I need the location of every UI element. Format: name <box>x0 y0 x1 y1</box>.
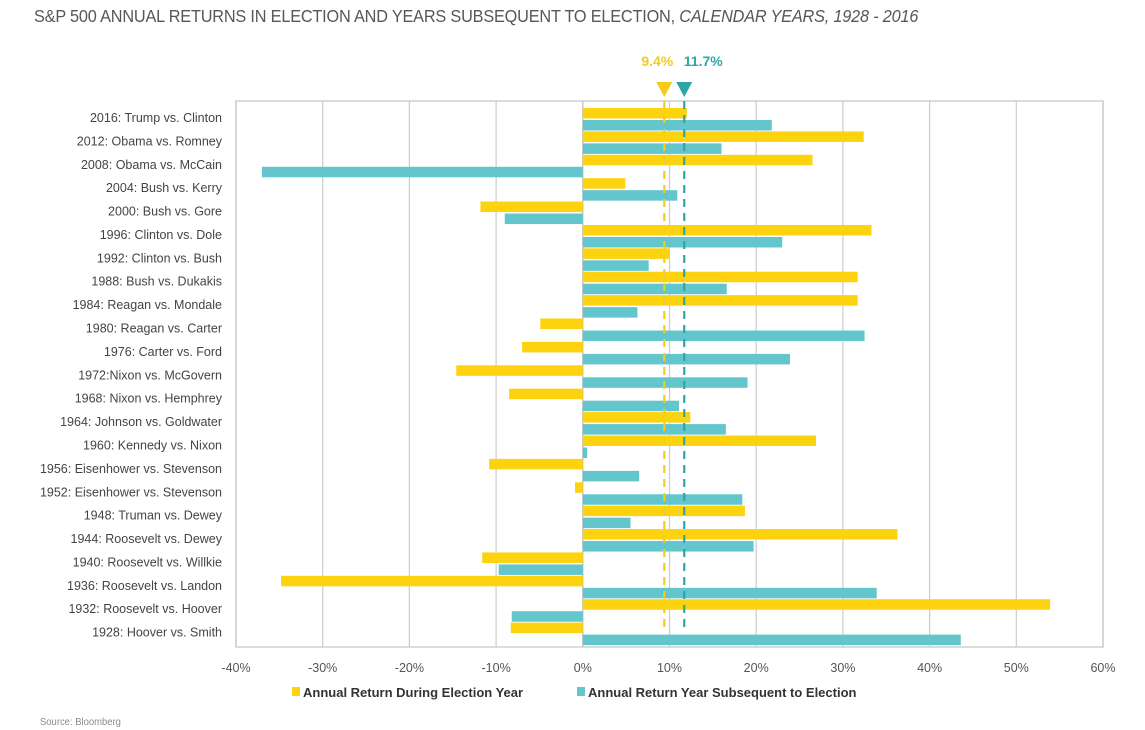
election-year-bar <box>574 482 583 493</box>
category-label: 1940: Roosevelt vs. Willkie <box>73 555 222 569</box>
gridlines <box>235 100 1104 648</box>
subsequent-year-bar <box>582 424 726 435</box>
x-tick-label: 20% <box>744 661 769 675</box>
election-year-bar <box>509 388 583 400</box>
election-year-bar <box>489 458 583 470</box>
subsequent-year-bar <box>582 236 783 248</box>
subsequent-year-bar <box>582 307 638 318</box>
category-label: 1980: Reagan vs. Carter <box>86 322 222 336</box>
x-tick-label: 50% <box>1004 661 1029 675</box>
election-year-bar <box>582 131 864 142</box>
legend: Annual Return During Election Year Annual… <box>292 685 857 700</box>
election-year-bar <box>582 295 858 306</box>
category-label: 1976: Carter vs. Ford <box>104 345 222 359</box>
average-label: 11.7% <box>684 53 723 69</box>
category-label: 1948: Truman vs. Dewey <box>84 509 223 523</box>
x-tick-label: -30% <box>308 661 337 675</box>
category-label: 2008: Obama vs. McCain <box>81 158 222 172</box>
x-tick-label: -10% <box>482 661 511 675</box>
legend-swatch <box>292 687 300 696</box>
subsequent-year-bar <box>582 447 588 458</box>
election-year-bar <box>582 435 817 446</box>
x-tick-label: 0% <box>574 661 592 675</box>
legend-label: Annual Return During Election Year <box>303 685 523 700</box>
subsequent-year-bar <box>582 260 649 271</box>
category-label: 1968: Nixon vs. Hemphrey <box>75 392 223 406</box>
category-label: 1944: Roosevelt vs. Dewey <box>71 532 223 546</box>
election-year-bar <box>582 224 872 236</box>
election-year-bar <box>281 575 583 587</box>
legend-label: Annual Return Year Subsequent to Electio… <box>588 685 857 700</box>
subsequent-year-bar <box>504 213 583 225</box>
election-year-bar <box>582 271 858 283</box>
category-label: 1932: Roosevelt vs. Hoover <box>68 602 222 616</box>
bars <box>262 108 1051 646</box>
subsequent-year-bar <box>582 143 722 154</box>
chart-title-italic: CALENDAR YEARS, 1928 - 2016 <box>679 6 919 26</box>
subsequent-year-bar <box>511 611 583 622</box>
election-year-bar <box>540 318 583 330</box>
election-year-bar <box>582 178 626 189</box>
category-label: 1992: Clinton vs. Bush <box>97 251 222 265</box>
subsequent-year-bar <box>582 517 631 529</box>
subsequent-year-bar <box>582 330 865 342</box>
subsequent-year-bar <box>582 494 743 505</box>
subsequent-year-bar <box>582 470 640 482</box>
category-label: 1996: Clinton vs. Dole <box>100 228 222 242</box>
election-year-bar <box>522 341 583 353</box>
category-label: 2004: Bush vs. Kerry <box>106 181 223 195</box>
x-tick-label: -20% <box>395 661 424 675</box>
subsequent-year-bar <box>582 190 678 201</box>
subsequent-year-bar <box>582 353 791 365</box>
election-year-bar <box>582 412 691 423</box>
election-year-bar <box>582 154 813 166</box>
election-year-bar <box>456 365 583 376</box>
subsequent-year-bar <box>582 634 961 646</box>
category-label: 1960: Kennedy vs. Nixon <box>83 438 222 452</box>
average-label: 9.4% <box>641 53 673 69</box>
x-tick-label: 60% <box>1090 661 1115 675</box>
x-tick-label: 10% <box>657 661 682 675</box>
subsequent-year-bar <box>582 587 877 599</box>
x-tick-label: -40% <box>221 661 250 675</box>
election-year-bar <box>510 622 583 634</box>
category-label: 1956: Eisenhower vs. Stevenson <box>40 462 222 476</box>
average-marker-triangle-icon <box>676 82 693 97</box>
subsequent-year-bar <box>498 564 583 575</box>
election-year-bar <box>582 599 1051 610</box>
subsequent-year-bar <box>582 283 727 295</box>
election-year-bar <box>582 529 898 540</box>
chart-title-main: S&P 500 ANNUAL RETURNS IN ELECTION AND Y… <box>34 6 680 26</box>
category-label: 1964: Johnson vs. Goldwater <box>60 415 222 429</box>
category-label: 1984: Reagan vs. Mondale <box>73 298 222 312</box>
subsequent-year-bar <box>262 166 583 178</box>
subsequent-year-bar <box>582 400 680 412</box>
category-label: 2012: Obama vs. Romney <box>77 134 223 148</box>
subsequent-year-bar <box>582 541 754 552</box>
category-label: 2000: Bush vs. Gore <box>108 205 222 219</box>
average-marker-triangle-icon <box>656 82 673 97</box>
category-label: 1952: Eisenhower vs. Stevenson <box>40 485 222 499</box>
x-axis-ticks: -40% -30% -20% -10% 0% 10% 20% 30% 40% 50% 60% <box>221 661 1115 675</box>
category-label: 1928: Hoover vs. Smith <box>92 626 222 640</box>
legend-swatch <box>577 687 585 696</box>
subsequent-year-bar <box>582 120 772 131</box>
reference-lines: 9.4% 11.7% <box>641 53 723 633</box>
source-note: Source: Bloomberg <box>40 716 121 728</box>
election-year-bar <box>582 248 670 259</box>
election-year-bar <box>480 201 583 213</box>
x-tick-label: 40% <box>917 661 942 675</box>
election-year-bar <box>582 108 687 119</box>
election-year-bar <box>482 552 583 563</box>
category-label: 1936: Roosevelt vs. Landon <box>67 579 222 593</box>
category-label: 1972:Nixon vs. McGovern <box>78 368 222 382</box>
category-labels: 2016: Trump vs. Clinton 2012: Obama vs. R… <box>40 111 223 640</box>
category-label: 2016: Trump vs. Clinton <box>90 111 222 125</box>
x-tick-label: 30% <box>830 661 855 675</box>
chart-title: S&P 500 ANNUAL RETURNS IN ELECTION AND Y… <box>34 6 918 27</box>
category-label: 1988: Bush vs. Dukakis <box>91 275 222 289</box>
